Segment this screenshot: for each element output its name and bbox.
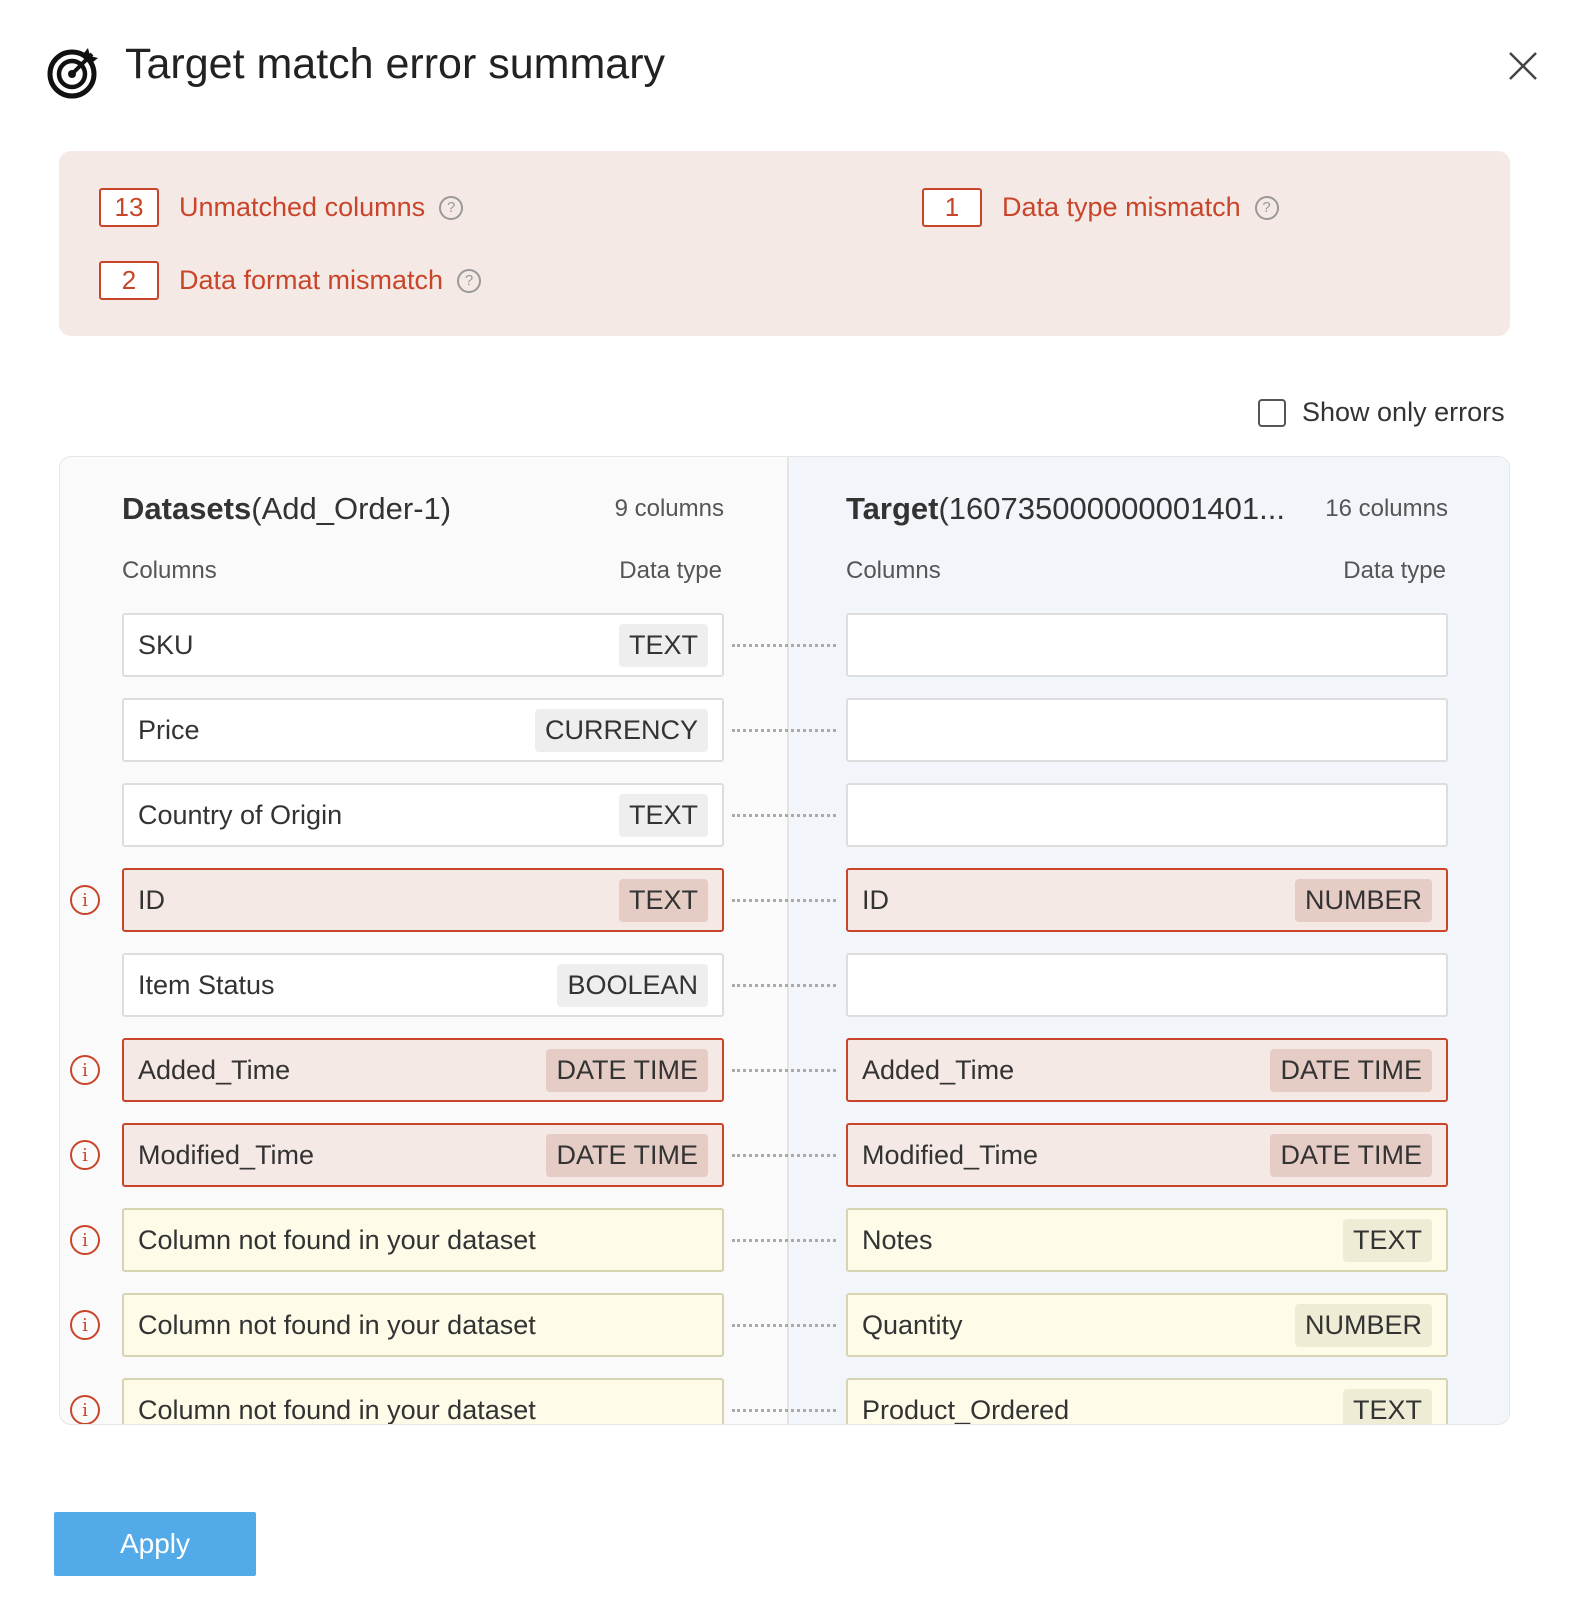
- show-only-errors-checkbox[interactable]: Show only errors: [1258, 397, 1505, 428]
- source-column-row[interactable]: Column not found in your dataset: [122, 1378, 724, 1425]
- target-data-type: NUMBER: [1294, 878, 1432, 922]
- source-columns-header: Columns: [122, 557, 217, 584]
- target-columns-header: Columns: [846, 557, 941, 584]
- source-column-name: SKU: [138, 629, 194, 660]
- help-icon[interactable]: ?: [1254, 195, 1279, 220]
- target-data-type: DATE TIME: [1270, 1133, 1432, 1177]
- source-column-name: Item Status: [138, 969, 275, 1000]
- source-column-row[interactable]: Item Status BOOLEAN: [122, 953, 724, 1017]
- target-icon: [47, 48, 98, 99]
- checkbox[interactable]: [1258, 398, 1286, 427]
- dialog-title: Target match error summary: [125, 40, 666, 88]
- target-column-row[interactable]: Added_Time DATE TIME: [846, 1038, 1448, 1102]
- count-badge: 13: [99, 188, 159, 227]
- info-icon[interactable]: i: [70, 1310, 100, 1340]
- source-column-name: Price: [138, 714, 200, 745]
- count-badge: 2: [99, 261, 159, 300]
- target-column-row[interactable]: [846, 953, 1448, 1017]
- help-icon[interactable]: ?: [439, 195, 464, 220]
- source-column-name: Country of Origin: [138, 799, 343, 830]
- source-column-name: Added_Time: [138, 1054, 291, 1085]
- target-column-row[interactable]: ID NUMBER: [846, 868, 1448, 932]
- info-icon[interactable]: i: [70, 1395, 100, 1424]
- source-column-name: Modified_Time: [138, 1139, 315, 1170]
- source-column-name: Column not found in your dataset: [138, 1224, 536, 1255]
- count-badge: 1: [922, 188, 982, 227]
- source-column-name: Column not found in your dataset: [138, 1309, 536, 1340]
- error-summary: 13 Unmatched columns ? 1 Data type misma…: [59, 151, 1510, 336]
- target-column-row[interactable]: Quantity NUMBER: [846, 1293, 1448, 1357]
- source-column-row[interactable]: Column not found in your dataset: [122, 1293, 724, 1357]
- source-column-row[interactable]: Modified_Time DATE TIME: [122, 1123, 724, 1187]
- target-data-type: NUMBER: [1294, 1303, 1432, 1347]
- source-column-row[interactable]: Price CURRENCY: [122, 698, 724, 762]
- source-column-count: 9 columns: [614, 495, 724, 522]
- connector-line: [732, 1324, 836, 1327]
- source-data-type: BOOLEAN: [557, 963, 708, 1007]
- info-icon[interactable]: i: [70, 1055, 100, 1085]
- source-column-row[interactable]: SKU TEXT: [122, 613, 724, 677]
- connector-line: [732, 1239, 836, 1242]
- data-type-mismatch-summary: 1 Data type mismatch ?: [922, 188, 1279, 227]
- info-icon[interactable]: i: [70, 885, 100, 915]
- connector-line: [732, 1409, 836, 1412]
- target-column-count: 16 columns: [1325, 495, 1448, 522]
- source-type-header: Data type: [619, 557, 722, 584]
- column-mapping-panel[interactable]: Datasets(Add_Order-1) 9 columns Columns …: [59, 456, 1510, 1425]
- checkbox-label: Show only errors: [1302, 397, 1505, 427]
- target-column-row[interactable]: Notes TEXT: [846, 1208, 1448, 1272]
- source-data-type: CURRENCY: [534, 708, 708, 752]
- source-data-type: DATE TIME: [546, 1048, 708, 1092]
- connector-line: [732, 1154, 836, 1157]
- summary-label: Unmatched columns: [179, 192, 426, 222]
- target-pane: [787, 457, 1509, 1424]
- info-icon[interactable]: i: [70, 1225, 100, 1255]
- target-column-name: Added_Time: [862, 1054, 1015, 1085]
- data-format-mismatch-summary: 2 Data format mismatch ?: [99, 261, 482, 300]
- target-title: Target(160735000000001401...: [846, 491, 1285, 526]
- target-type-header: Data type: [1343, 557, 1446, 584]
- target-column-name: ID: [862, 884, 889, 915]
- target-column-name: Product_Ordered: [862, 1394, 1070, 1425]
- target-data-type: TEXT: [1342, 1388, 1432, 1424]
- connector-line: [732, 899, 836, 902]
- summary-label: Data format mismatch: [179, 265, 444, 295]
- apply-button[interactable]: Apply: [54, 1512, 256, 1576]
- source-data-type: DATE TIME: [546, 1133, 708, 1177]
- source-data-type: TEXT: [618, 878, 708, 922]
- connector-line: [732, 729, 836, 732]
- target-column-row[interactable]: Product_Ordered TEXT: [846, 1378, 1448, 1425]
- target-column-name: Notes: [862, 1224, 933, 1255]
- target-column-row[interactable]: Modified_Time DATE TIME: [846, 1123, 1448, 1187]
- target-column-row[interactable]: [846, 613, 1448, 677]
- help-icon[interactable]: ?: [457, 268, 482, 293]
- connector-line: [732, 644, 836, 647]
- source-column-row[interactable]: Added_Time DATE TIME: [122, 1038, 724, 1102]
- unmatched-columns-summary: 13 Unmatched columns ?: [99, 188, 464, 227]
- source-title: Datasets(Add_Order-1): [122, 491, 452, 526]
- source-column-row[interactable]: Country of Origin TEXT: [122, 783, 724, 847]
- target-data-type: DATE TIME: [1270, 1048, 1432, 1092]
- target-data-type: TEXT: [1342, 1218, 1432, 1262]
- target-column-name: Modified_Time: [862, 1139, 1039, 1170]
- connector-line: [732, 814, 836, 817]
- source-column-row[interactable]: ID TEXT: [122, 868, 724, 932]
- connector-line: [732, 984, 836, 987]
- source-column-name: Column not found in your dataset: [138, 1394, 536, 1425]
- target-column-row[interactable]: [846, 783, 1448, 847]
- target-column-row[interactable]: [846, 698, 1448, 762]
- connector-line: [732, 1069, 836, 1072]
- source-data-type: TEXT: [618, 793, 708, 837]
- summary-label: Data type mismatch: [1002, 192, 1241, 222]
- source-column-name: ID: [138, 884, 165, 915]
- info-icon[interactable]: i: [70, 1140, 100, 1170]
- target-column-name: Quantity: [862, 1309, 963, 1340]
- source-column-row[interactable]: Column not found in your dataset: [122, 1208, 724, 1272]
- source-data-type: TEXT: [618, 623, 708, 667]
- close-icon[interactable]: [1505, 48, 1541, 84]
